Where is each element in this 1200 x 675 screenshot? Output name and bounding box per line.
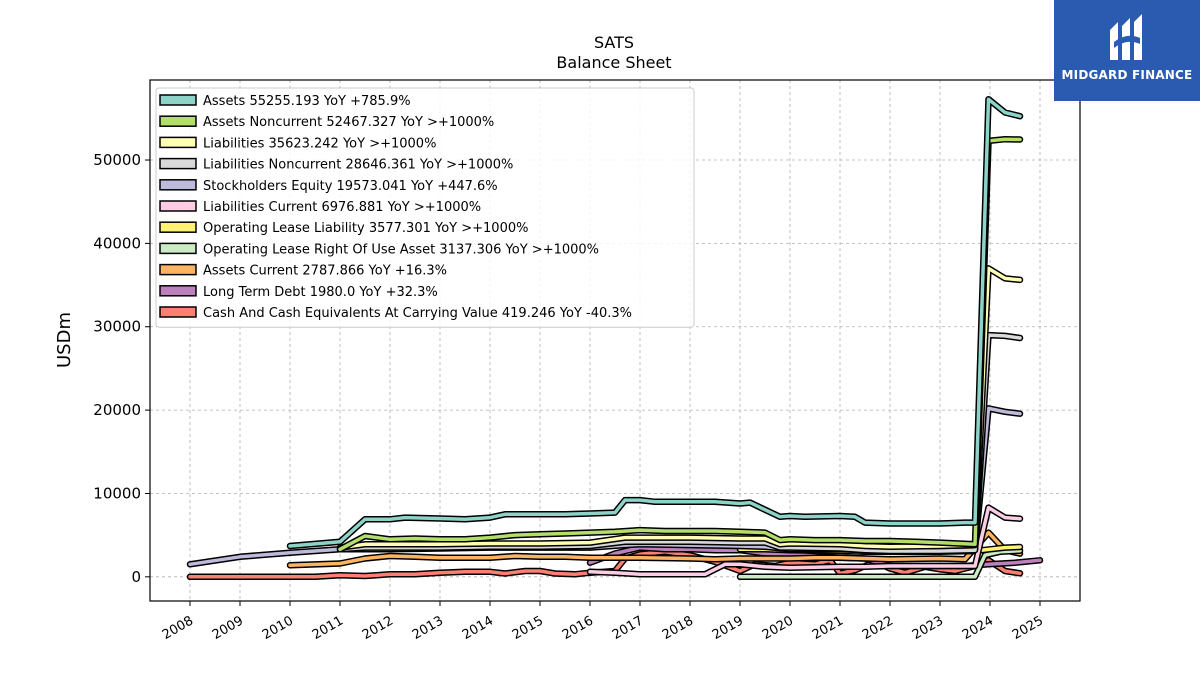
legend-entry: Stockholders Equity 19573.041 YoY +447.6… [203, 179, 498, 194]
x-tick-label: 2019 [710, 613, 746, 643]
plot-frame [149, 79, 1081, 602]
legend-swatch [159, 157, 197, 170]
x-tick-label: 2010 [260, 613, 296, 643]
x-tick-label: 2013 [410, 613, 446, 643]
legend-swatch [159, 200, 197, 212]
chart-subtitle: Balance Sheet [556, 53, 671, 72]
legend-swatch [159, 115, 197, 127]
legend-entry: Liabilities 35623.242 YoY >+1000% [203, 136, 436, 151]
midgard-logo-icon [1110, 14, 1142, 60]
midgard-finance-logo: MIDGARD FINANCE [1054, 0, 1200, 101]
series-line [736, 547, 1024, 581]
series-line [336, 331, 1024, 555]
logo-text: MIDGARD FINANCE [1061, 68, 1193, 82]
legend-box [155, 87, 695, 328]
legend-entry: Assets Noncurrent 52467.327 YoY >+1000% [203, 115, 494, 130]
x-tick-label: 2014 [460, 613, 496, 643]
series-stroke [338, 137, 1022, 552]
y-tick-label: 10000 [93, 484, 141, 502]
series-lines [186, 95, 1044, 581]
series-line [286, 95, 1024, 550]
x-tick-label: 2020 [760, 613, 796, 643]
legend-entry: Liabilities Noncurrent 28646.361 YoY >+1… [203, 158, 513, 173]
legend: Assets 55255.193 YoY +785.9% Assets Noncu… [155, 87, 695, 328]
legend-swatch [159, 221, 197, 233]
legend-swatch [159, 94, 197, 106]
x-tick-label: 2009 [210, 613, 246, 643]
y-tick-label: 50000 [93, 151, 141, 169]
series-stroke [738, 548, 1022, 579]
y-tick-label: 30000 [93, 318, 141, 336]
series-stroke [188, 550, 1022, 579]
legend-swatch [159, 285, 197, 297]
legend-swatch [159, 242, 197, 255]
legend-swatch [159, 136, 197, 149]
x-tick-label: 2024 [960, 613, 996, 643]
legend-entry: Assets Current 2787.866 YoY +16.3% [203, 264, 447, 279]
x-tick-label: 2023 [910, 613, 946, 643]
legend-swatch [159, 263, 197, 276]
series-line [336, 135, 1024, 553]
series-stroke [588, 505, 1022, 577]
y-tick-label: 0 [131, 568, 141, 586]
series-stroke [288, 530, 1022, 567]
legend-entry: Operating Lease Right Of Use Asset 3137.… [203, 242, 599, 257]
legend-entry: Operating Lease Liability 3577.301 YoY >… [203, 221, 528, 236]
x-tick-label: 2018 [660, 613, 696, 643]
legend-swatch [159, 306, 197, 318]
x-tick-label: 2008 [160, 613, 196, 643]
x-tick-label: 2011 [310, 613, 346, 643]
x-tick-label: 2025 [1010, 613, 1046, 643]
x-tick-label: 2012 [360, 613, 396, 643]
legend-entry: Assets 55255.193 YoY +785.9% [203, 94, 411, 109]
x-tick-label: 2015 [510, 613, 546, 643]
series-stroke [338, 333, 1022, 553]
legend-entry: Liabilities Current 6976.881 YoY >+1000% [203, 200, 481, 215]
series-line [586, 504, 1024, 578]
chart-title: SATS [594, 33, 634, 52]
series-line [186, 548, 1024, 581]
y-tick-label: 40000 [93, 234, 141, 252]
x-tick-label: 2021 [810, 613, 846, 643]
legend-swatch [159, 179, 197, 191]
x-tick-label: 2022 [860, 613, 896, 643]
y-tick-label: 20000 [93, 401, 141, 419]
x-tick-label: 2017 [610, 613, 646, 643]
legend-entry: Long Term Debt 1980.0 YoY +32.3% [203, 285, 438, 300]
series-stroke [288, 97, 1022, 548]
series-line [286, 529, 1024, 569]
x-tick-label: 2016 [560, 613, 596, 643]
legend-entry: Cash And Cash Equivalents At Carrying Va… [203, 306, 632, 321]
y-axis-label: USDm [54, 312, 75, 368]
